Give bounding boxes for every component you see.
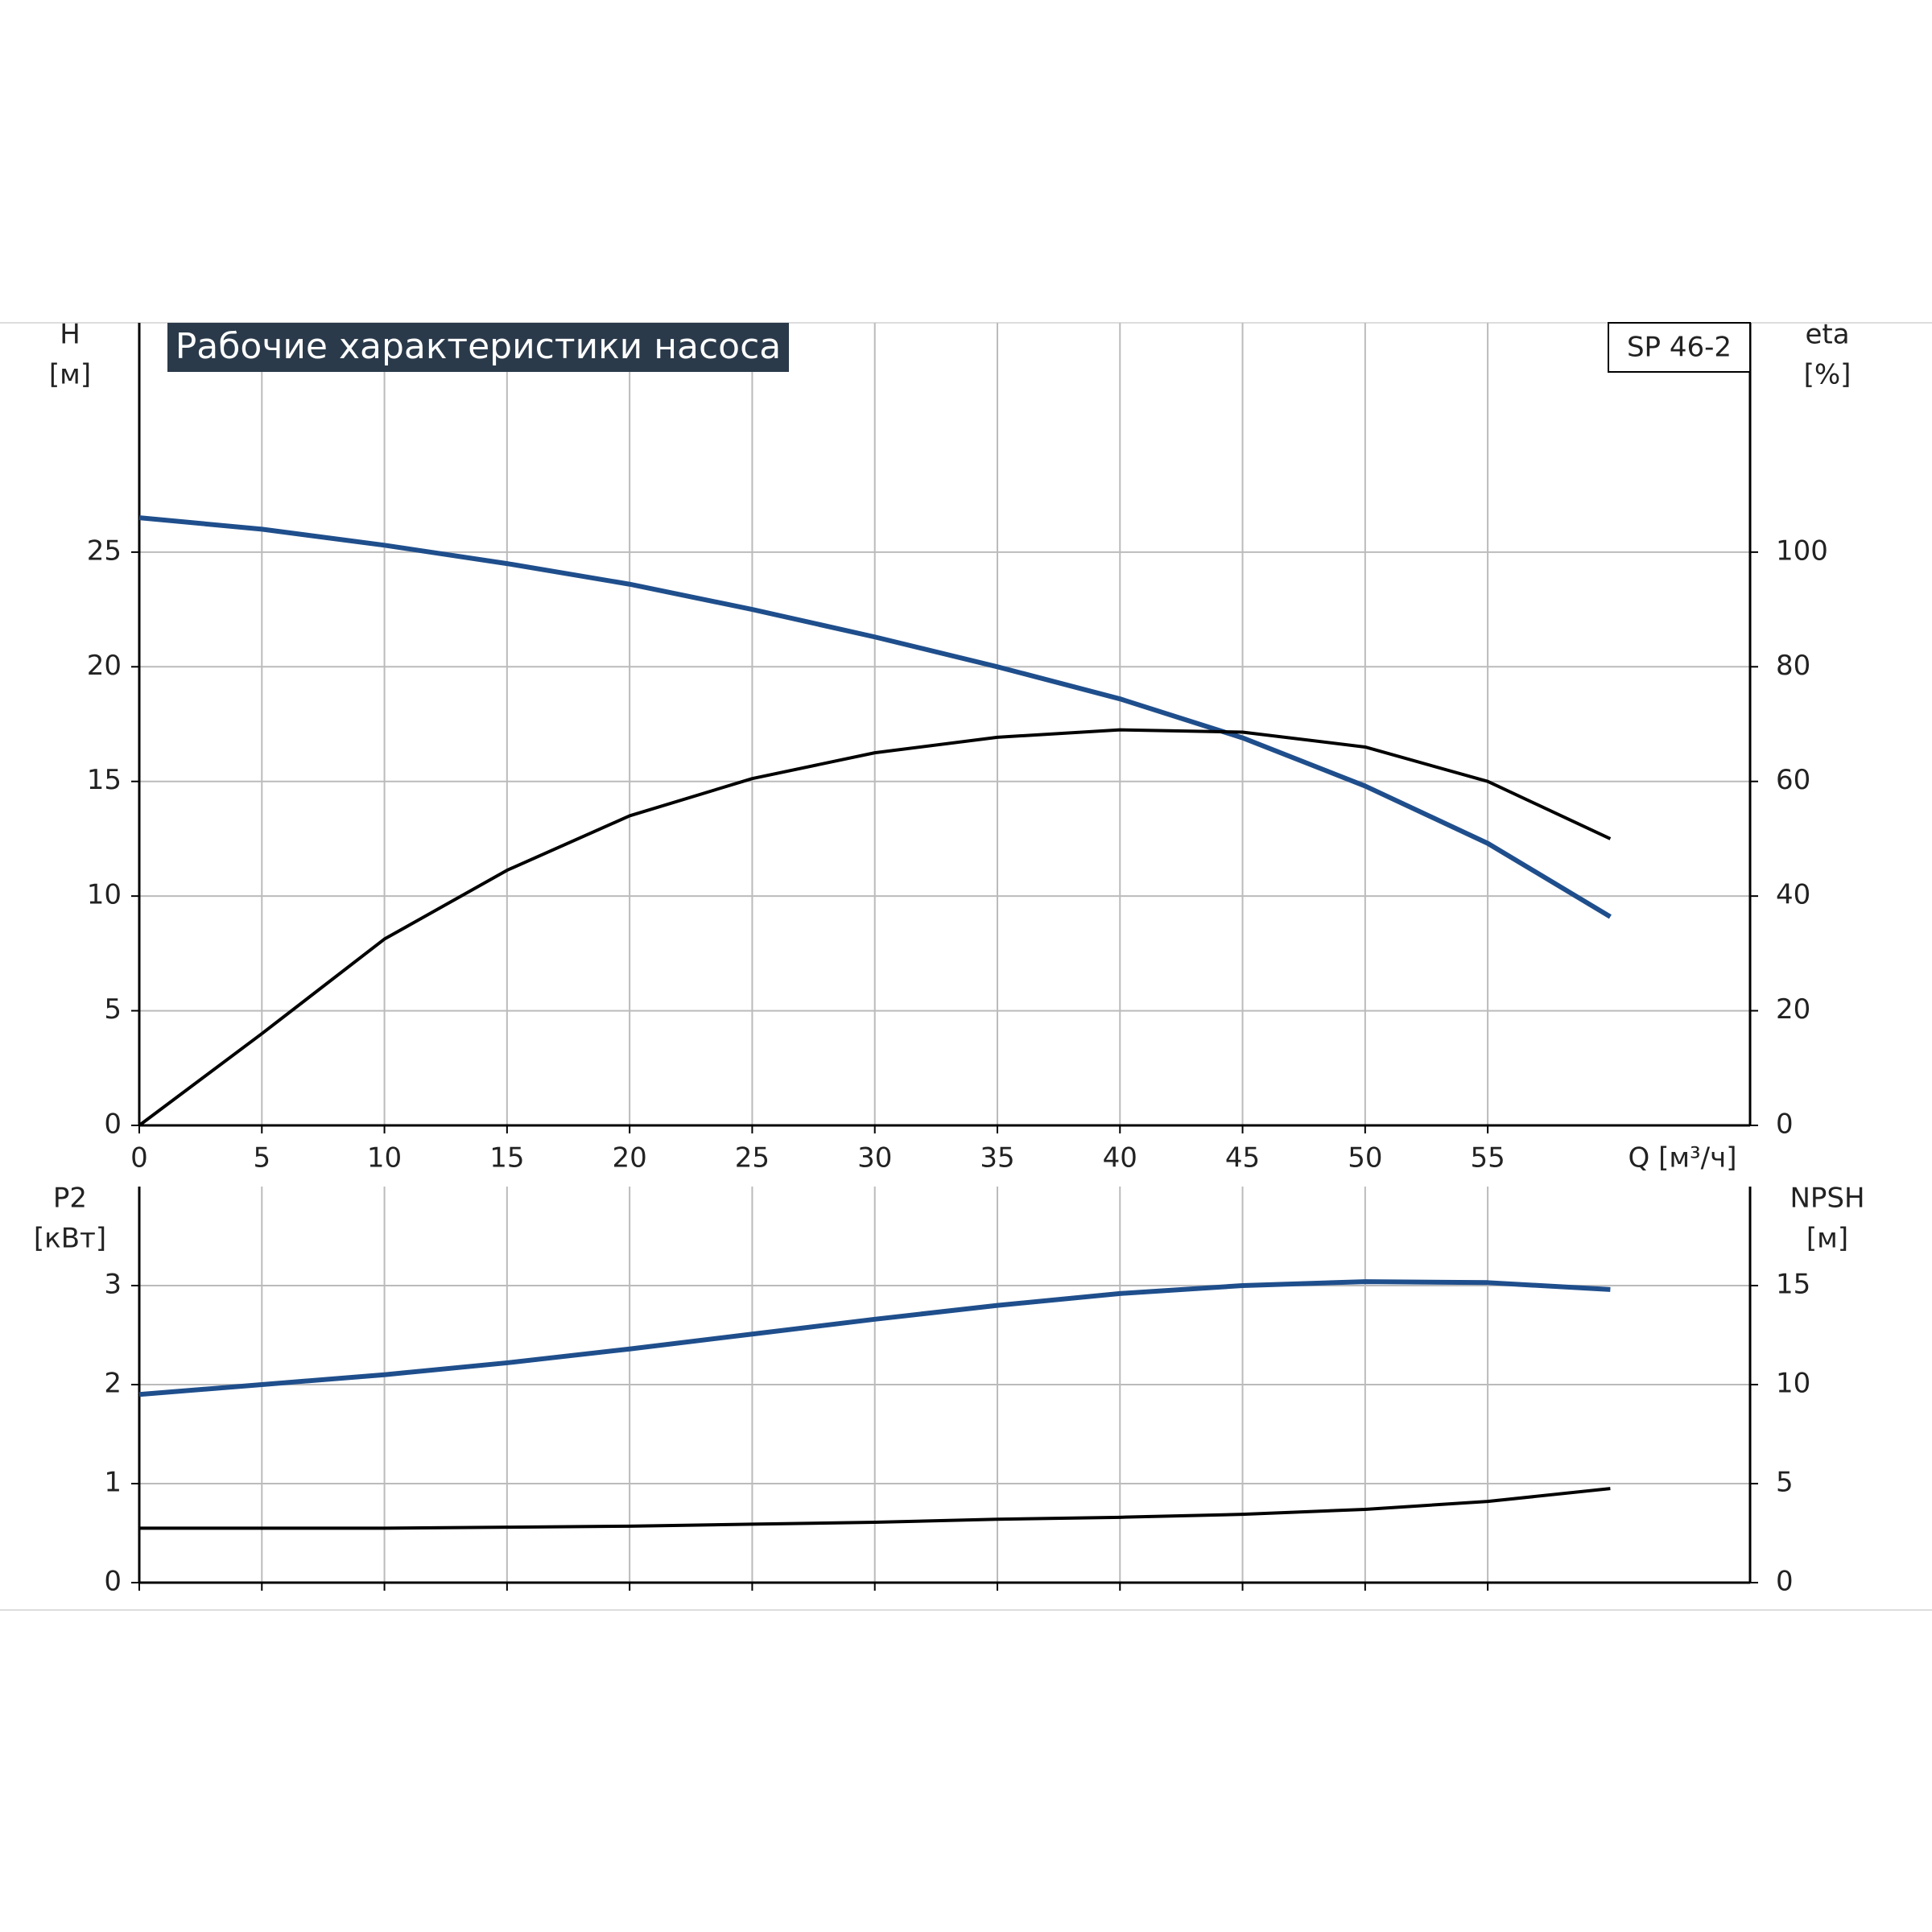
y-label: H [60, 319, 80, 351]
y2-label: NPSH [1790, 1183, 1864, 1215]
model-label: SP 46-2 [1627, 332, 1732, 364]
x-tick-label: 40 [1103, 1142, 1137, 1174]
x-tick-label: 30 [857, 1142, 892, 1174]
y-tick-label: 5 [104, 993, 122, 1026]
x-tick-label: 10 [367, 1142, 402, 1174]
x-label: Q [м³/ч] [1629, 1142, 1737, 1174]
y-tick-label: 1 [104, 1467, 122, 1499]
y2-tick-label: 80 [1776, 650, 1810, 682]
y-tick-label: 15 [87, 764, 122, 796]
y-tick-label: 0 [104, 1108, 122, 1141]
y-label-unit: [кВт] [34, 1223, 106, 1255]
x-tick-label: 20 [612, 1142, 646, 1174]
series-line [138, 1279, 1611, 1397]
chart-title: Рабочие характеристики насоса [175, 326, 781, 367]
y-tick-label: 0 [104, 1566, 122, 1598]
y-label: P2 [53, 1183, 87, 1215]
y-tick-label: 25 [87, 535, 122, 567]
y2-tick-label: 0 [1776, 1108, 1794, 1141]
y-tick-label: 20 [87, 650, 122, 682]
x-tick-label: 45 [1225, 1142, 1260, 1174]
y2-label-unit: [%] [1804, 359, 1852, 391]
title-box [167, 323, 789, 372]
y2-tick-label: 15 [1776, 1269, 1810, 1301]
y2-tick-label: 5 [1776, 1467, 1794, 1499]
y2-label-unit: [м] [1806, 1223, 1848, 1255]
y-label-unit: [м] [49, 359, 91, 391]
x-tick-label: 55 [1470, 1142, 1505, 1174]
series-line [139, 1487, 1611, 1530]
series-line [138, 515, 1612, 919]
x-tick-label: 50 [1348, 1142, 1382, 1174]
series-line [138, 728, 1612, 1127]
y-tick-label: 2 [104, 1368, 122, 1400]
model-box [1608, 322, 1751, 373]
x-tick-label: 35 [980, 1142, 1014, 1174]
y2-tick-label: 100 [1776, 535, 1828, 567]
y-tick-label: 3 [104, 1269, 122, 1301]
y2-tick-label: 40 [1776, 879, 1810, 911]
x-tick-label: 5 [253, 1142, 270, 1174]
y2-tick-label: 20 [1776, 993, 1810, 1026]
x-tick-label: 25 [735, 1142, 770, 1174]
x-tick-label: 15 [489, 1142, 524, 1174]
y2-tick-label: 0 [1776, 1566, 1794, 1598]
y2-tick-label: 60 [1776, 764, 1810, 796]
x-tick-label: 0 [130, 1142, 148, 1174]
y-tick-label: 10 [87, 879, 122, 911]
y2-label: eta [1805, 319, 1849, 351]
y2-tick-label: 10 [1776, 1368, 1810, 1400]
